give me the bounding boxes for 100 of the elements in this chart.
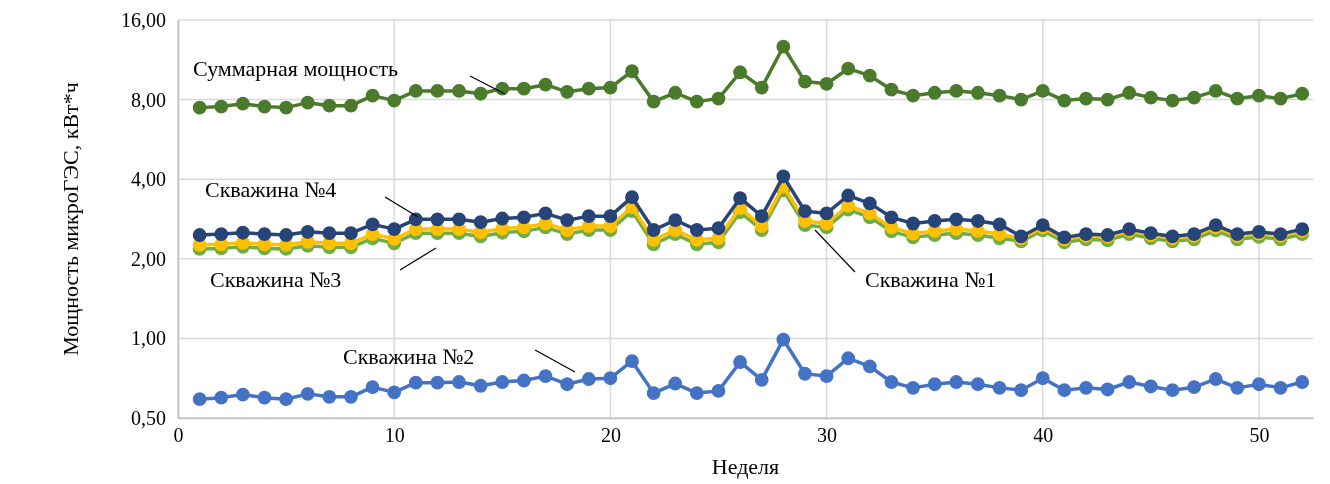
point: [516, 373, 531, 388]
point: [279, 228, 294, 242]
point: [992, 380, 1007, 395]
point: [1295, 86, 1310, 101]
point: [1230, 91, 1245, 106]
point: [862, 196, 877, 211]
point: [495, 375, 510, 389]
point: [819, 369, 834, 384]
point: [625, 64, 639, 79]
point: [841, 188, 856, 203]
point: [344, 98, 358, 113]
point: [430, 375, 445, 390]
point: [603, 80, 618, 95]
point: [1208, 372, 1223, 386]
point: [538, 77, 553, 92]
point: [1035, 84, 1050, 98]
point: [906, 216, 920, 231]
point: [1273, 380, 1288, 395]
point: [279, 100, 294, 115]
point: [430, 212, 445, 227]
point: [689, 94, 704, 109]
point: [733, 191, 748, 206]
point: [733, 65, 748, 80]
x-tick-label: 30: [817, 424, 838, 447]
point: [668, 85, 683, 100]
point: [992, 88, 1007, 103]
point: [430, 84, 445, 98]
y-tick-label: 16,00: [121, 8, 166, 31]
series-label: Скважина №4: [205, 177, 337, 202]
point: [689, 386, 704, 401]
point: [949, 375, 964, 389]
point: [1252, 88, 1266, 103]
point: [192, 392, 207, 407]
point: [1014, 92, 1029, 107]
point: [1079, 91, 1093, 106]
y-tick-label: 4,00: [131, 168, 166, 191]
point: [884, 375, 899, 389]
point: [452, 375, 466, 389]
point: [1057, 383, 1072, 398]
point: [581, 81, 596, 96]
point: [344, 226, 358, 241]
point: [646, 386, 661, 401]
series-label: Суммарная мощность: [193, 56, 399, 81]
point: [646, 223, 661, 237]
point: [927, 214, 942, 228]
point: [1100, 382, 1115, 397]
point: [560, 84, 575, 99]
point: [300, 386, 315, 401]
point: [927, 377, 942, 392]
point: [906, 88, 920, 103]
point: [235, 387, 250, 402]
point: [776, 39, 791, 54]
point: [862, 359, 877, 374]
point: [733, 355, 748, 369]
point: [408, 212, 423, 227]
point: [862, 68, 877, 83]
point: [581, 372, 596, 386]
x-tick-label: 0: [173, 424, 184, 447]
point: [841, 351, 856, 366]
point: [1014, 383, 1029, 398]
point: [1100, 92, 1115, 107]
series-label: Скважина №1: [865, 267, 997, 292]
point: [387, 93, 402, 108]
point: [473, 86, 488, 101]
point: [1273, 91, 1288, 106]
point: [711, 91, 726, 106]
point: [949, 84, 964, 98]
x-axis-title: Неделя: [711, 454, 780, 479]
point: [1252, 377, 1266, 392]
point: [235, 96, 250, 111]
point: [365, 217, 380, 232]
point: [884, 82, 899, 97]
point: [1122, 85, 1137, 100]
point: [1122, 375, 1137, 389]
point: [970, 85, 985, 100]
point: [754, 209, 769, 224]
point: [214, 99, 229, 114]
series-label: Скважина №3: [210, 267, 342, 292]
point: [819, 206, 834, 221]
point: [473, 215, 488, 230]
point: [214, 227, 229, 241]
point: [257, 99, 272, 114]
point: [625, 354, 639, 369]
point: [603, 209, 618, 224]
point: [192, 100, 207, 115]
point: [776, 169, 791, 184]
point: [646, 94, 661, 109]
point: [1187, 90, 1202, 105]
point: [668, 213, 683, 228]
point: [322, 226, 337, 241]
point: [949, 212, 964, 227]
point: [257, 227, 272, 241]
point: [819, 76, 834, 91]
point: [711, 384, 726, 398]
point: [408, 84, 423, 98]
point: [1165, 383, 1180, 398]
point: [322, 98, 337, 113]
point: [387, 385, 402, 400]
point: [322, 389, 337, 404]
point: [365, 88, 380, 103]
